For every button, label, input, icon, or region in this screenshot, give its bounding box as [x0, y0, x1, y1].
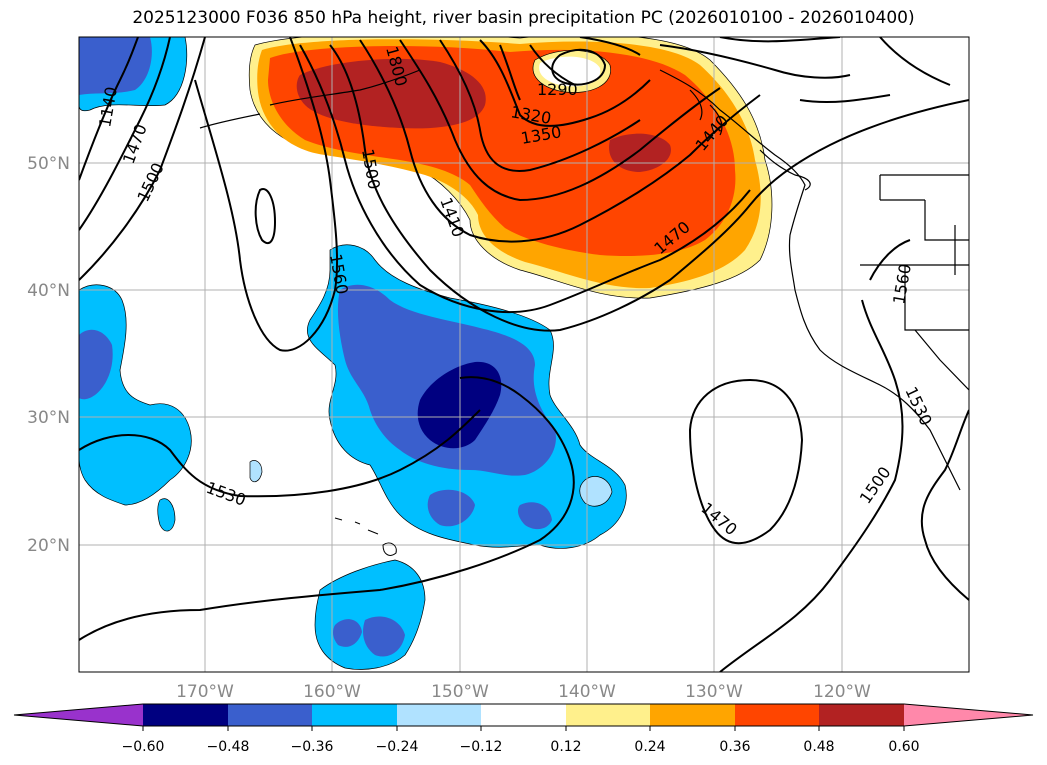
colorbar-segment — [650, 704, 735, 726]
colorbar-tick-label: −0.24 — [376, 739, 419, 755]
colorbar-tick-label: 0.24 — [634, 739, 665, 755]
longitude-labels: 170°W 160°W 150°W 140°W 130°W 120°W — [176, 682, 871, 702]
colorbar-tick-label: 0.36 — [719, 739, 750, 755]
colorbar-segment — [228, 704, 312, 726]
colorbar-tick-label: −0.12 — [460, 739, 503, 755]
colorbar-extend-left — [14, 704, 143, 726]
lon-label: 150°W — [431, 682, 489, 702]
lat-label: 50°N — [27, 154, 70, 174]
positive-shading — [248, 37, 773, 299]
map-title: 2025123000 F036 850 hPa height, river ba… — [132, 8, 915, 28]
colorbar-tick-label: −0.36 — [291, 739, 334, 755]
colorbar-tick-label: −0.60 — [122, 739, 165, 755]
hawaii-islands — [334, 517, 397, 556]
colorbar-segment — [481, 704, 566, 726]
colorbar-segment — [312, 704, 397, 726]
colorbar-segment — [819, 704, 904, 726]
colorbar-segment — [397, 704, 481, 726]
lon-label: 170°W — [176, 682, 234, 702]
colorbar-segment — [735, 704, 819, 726]
colorbar-extend-right — [904, 704, 1033, 726]
colorbar-tick-label: 0.48 — [803, 739, 834, 755]
gridlines — [79, 37, 969, 672]
map-frame — [78, 36, 970, 673]
colorbar-tick-label: −0.48 — [207, 739, 250, 755]
lon-label: 160°W — [303, 682, 361, 702]
lat-label: 20°N — [27, 536, 70, 556]
lon-label: 130°W — [685, 682, 743, 702]
negative-shading — [79, 37, 627, 670]
colorbar-segment — [566, 704, 650, 726]
contour-label: 1290 — [537, 80, 578, 99]
colorbar-tick-label: 0.60 — [888, 739, 919, 755]
height-contours — [79, 37, 969, 672]
lat-label: 40°N — [27, 281, 70, 301]
latitude-labels: 50°N 40°N 30°N 20°N — [27, 154, 70, 556]
coastlines — [199, 69, 969, 491]
lat-label: 30°N — [27, 408, 70, 428]
lon-label: 120°W — [813, 682, 871, 702]
colorbar-segment — [143, 704, 228, 726]
colorbar: −0.60 −0.48 −0.36 −0.24 −0.12 0.12 0.24 … — [13, 703, 1034, 755]
colorbar-tick-label: 0.12 — [550, 739, 581, 755]
lon-label: 140°W — [558, 682, 616, 702]
map-area: 1140 1470 1500 1800 1290 1320 1350 1500 … — [79, 37, 969, 672]
